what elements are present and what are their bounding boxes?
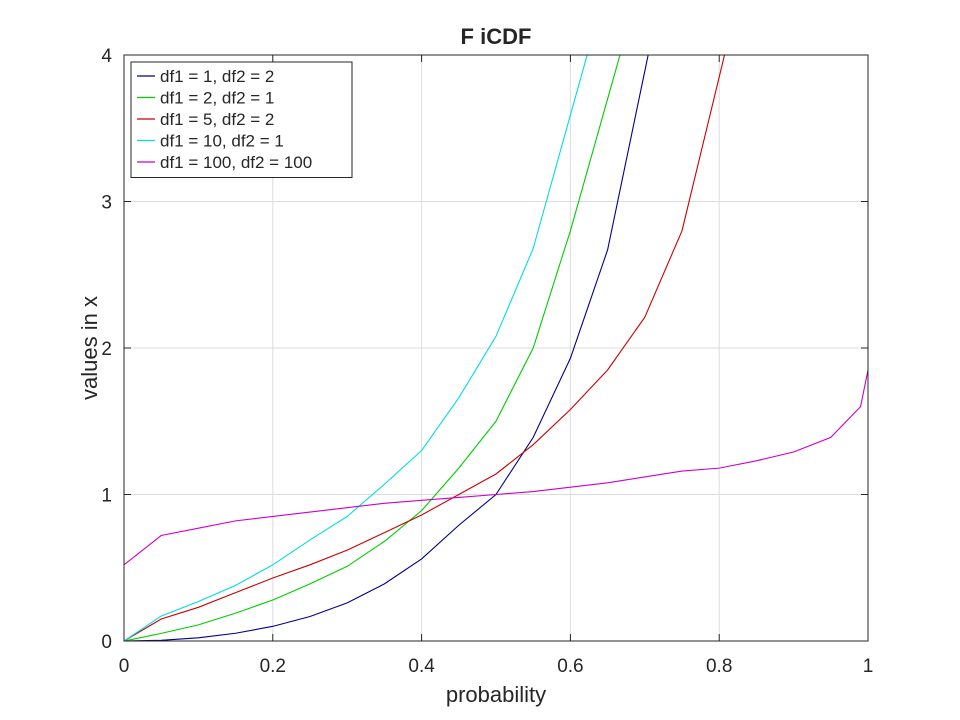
legend-label-2: df1 = 2, df2 = 1 bbox=[160, 89, 274, 108]
x-tick-label: 0.2 bbox=[260, 656, 286, 677]
x-tick-label: 0.4 bbox=[408, 656, 435, 677]
legend-label-1: df1 = 1, df2 = 2 bbox=[160, 67, 274, 86]
x-tick-label: 1 bbox=[863, 656, 874, 677]
y-tick-label: 3 bbox=[101, 193, 112, 214]
series-line-2 bbox=[124, 55, 621, 641]
series-line-3 bbox=[124, 55, 726, 641]
axes: 0 0.2 0.4 0.6 0.8 1 0 1 2 3 4 bbox=[101, 46, 873, 677]
series-line-1 bbox=[124, 55, 649, 641]
y-tick-label: 0 bbox=[101, 632, 112, 653]
legend: df1 = 1, df2 = 2 df1 = 2, df2 = 1 df1 = 5,… bbox=[130, 61, 353, 178]
x-axis-label: probability bbox=[446, 682, 546, 707]
x-tick-label: 0.8 bbox=[706, 656, 732, 677]
chart-title: F iCDF bbox=[461, 24, 532, 49]
legend-label-3: df1 = 5, df2 = 2 bbox=[160, 110, 274, 129]
legend-label-5: df1 = 100, df2 = 100 bbox=[160, 153, 312, 172]
y-tick-label: 1 bbox=[101, 486, 112, 507]
y-axis-label: values in x bbox=[77, 296, 102, 400]
legend-box bbox=[130, 61, 353, 178]
y-tick-label: 4 bbox=[101, 46, 112, 67]
x-tick-label: 0 bbox=[119, 656, 130, 677]
legend-label-4: df1 = 10, df2 = 1 bbox=[160, 132, 284, 151]
series-line-5 bbox=[124, 369, 868, 566]
x-tick-label: 0.6 bbox=[557, 656, 583, 677]
series-lines bbox=[124, 55, 868, 641]
series-line-4 bbox=[124, 55, 588, 641]
y-tick-label: 2 bbox=[101, 339, 112, 360]
